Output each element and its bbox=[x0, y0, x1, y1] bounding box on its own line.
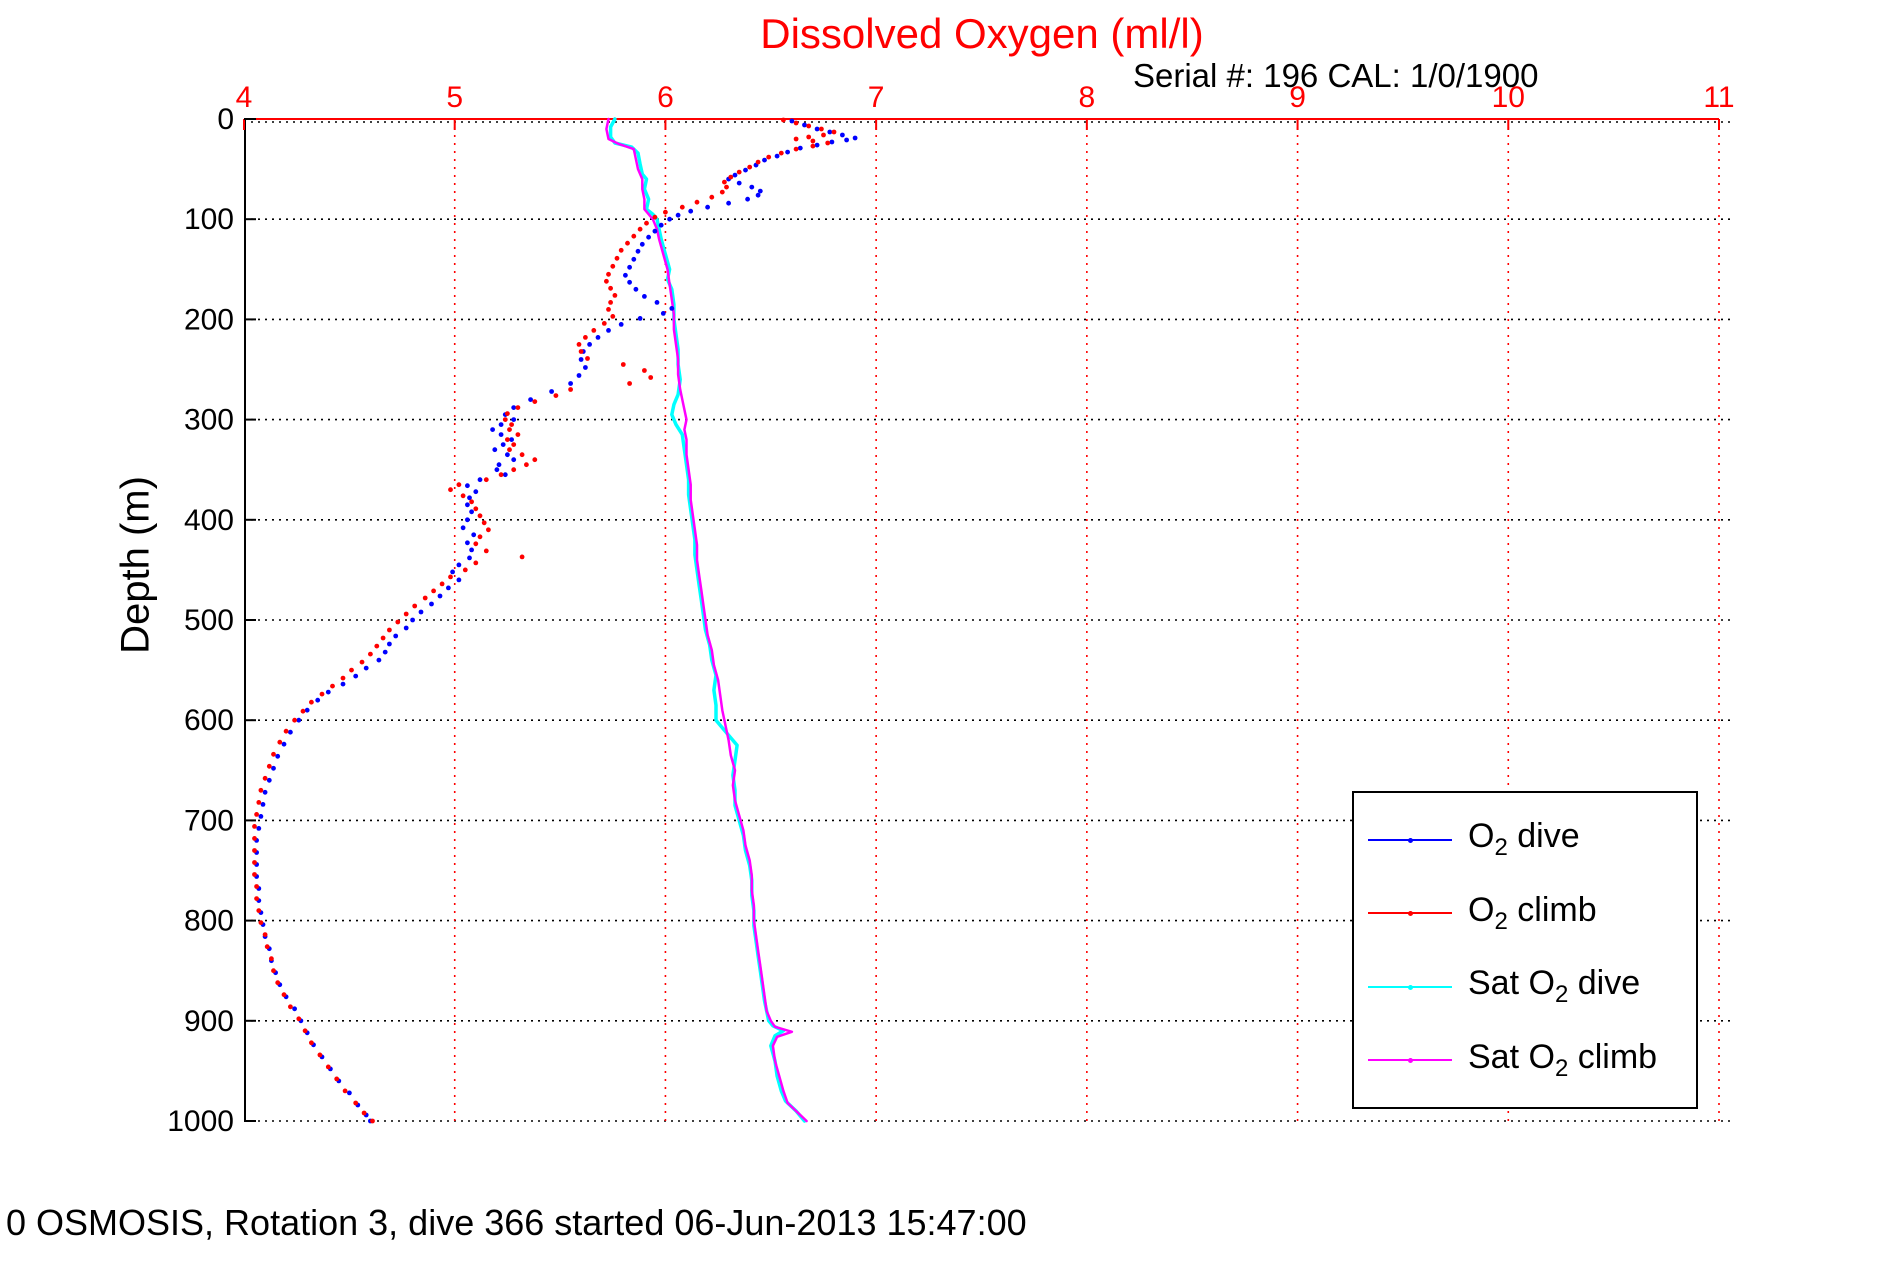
figure-caption: 0 OSMOSIS, Rotation 3, dive 366 started … bbox=[6, 1202, 1027, 1243]
legend-marker-sat-o2-climb bbox=[1368, 1056, 1464, 1064]
svg-text:500: 500 bbox=[184, 604, 234, 637]
svg-text:700: 700 bbox=[184, 804, 234, 837]
svg-text:8: 8 bbox=[1079, 81, 1096, 114]
svg-text:10: 10 bbox=[1492, 81, 1525, 114]
svg-text:9: 9 bbox=[1289, 81, 1306, 114]
svg-text:100: 100 bbox=[184, 203, 234, 236]
svg-text:900: 900 bbox=[184, 1005, 234, 1038]
svg-text:1000: 1000 bbox=[167, 1105, 234, 1138]
legend-entry-o2-climb: O2 climb bbox=[1354, 891, 1696, 936]
svg-text:200: 200 bbox=[184, 303, 234, 336]
legend: O2 dive O2 climb Sat O2 dive Sat O2 clim… bbox=[1352, 791, 1698, 1109]
svg-text:6: 6 bbox=[657, 81, 674, 114]
legend-label-o2-dive: O2 dive bbox=[1468, 817, 1580, 862]
svg-text:0: 0 bbox=[217, 103, 234, 136]
legend-label-sat-o2-climb: Sat O2 climb bbox=[1468, 1037, 1658, 1082]
legend-label-sat-o2-dive: Sat O2 dive bbox=[1468, 964, 1641, 1009]
svg-text:800: 800 bbox=[184, 905, 234, 938]
legend-marker-sat-o2-dive bbox=[1368, 983, 1464, 991]
svg-text:300: 300 bbox=[184, 404, 234, 437]
chart-subtitle: Serial #: 196 CAL: 1/0/1900 bbox=[1133, 57, 1539, 94]
svg-text:11: 11 bbox=[1703, 81, 1734, 114]
svg-text:400: 400 bbox=[184, 504, 234, 537]
legend-marker-o2-climb bbox=[1368, 909, 1464, 917]
svg-text:7: 7 bbox=[868, 81, 885, 114]
svg-text:5: 5 bbox=[446, 81, 463, 114]
legend-label-o2-climb: O2 climb bbox=[1468, 890, 1597, 935]
legend-marker-o2-dive bbox=[1368, 836, 1464, 844]
svg-text:600: 600 bbox=[184, 704, 234, 737]
svg-text:4: 4 bbox=[236, 81, 253, 114]
legend-entry-o2-dive: O2 dive bbox=[1354, 817, 1696, 862]
y-axis-label: Depth (m) bbox=[113, 476, 158, 654]
chart-title: Dissolved Oxygen (ml/l) bbox=[760, 10, 1204, 57]
legend-entry-sat-o2-dive: Sat O2 dive bbox=[1354, 964, 1696, 1009]
legend-entry-sat-o2-climb: Sat O2 climb bbox=[1354, 1038, 1696, 1083]
